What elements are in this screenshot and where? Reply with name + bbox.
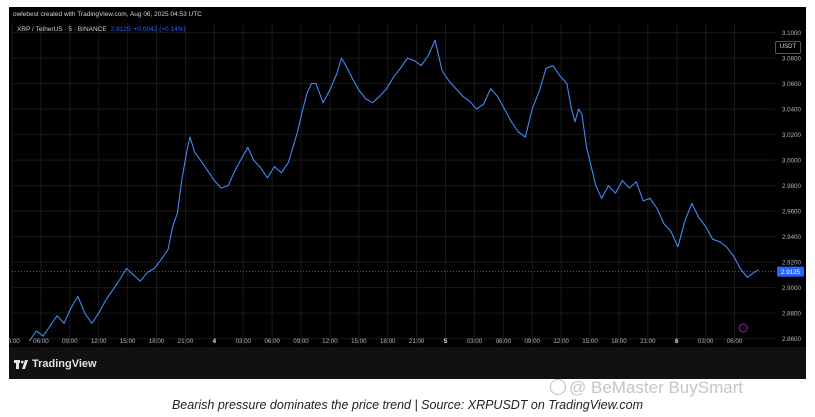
y-tick-label: 2.9800 <box>782 183 801 190</box>
chart-frame: owlebest created with TradingView.com, A… <box>9 7 806 379</box>
price-series-line <box>28 39 760 342</box>
price-chart[interactable]: 3.1000 3.0800 3.0600 3.0400 3.0200 3.0000 2.98… <box>9 23 806 347</box>
x-tick-label: 21:00 <box>178 338 194 345</box>
x-tick-label: 12:00 <box>322 338 338 345</box>
y-tick-label: 3.0600 <box>782 81 801 88</box>
x-tick-label: 21:00 <box>409 338 425 345</box>
price-change: +0.0042 (+0.14%) <box>133 26 186 33</box>
y-tick-label: 3.0800 <box>782 56 801 63</box>
y-tick-label: 2.9600 <box>782 209 801 216</box>
symbol-legend[interactable]: XRP / TetherUS · 5 · BINANCE 2.9125 +0.004… <box>17 26 186 33</box>
x-tick-label: 4 <box>213 338 217 345</box>
x-tick-label: 09:00 <box>62 338 78 345</box>
figure-caption: Bearish pressure dominates the price tre… <box>171 398 644 412</box>
current-price-label: 2.9125 <box>781 269 800 276</box>
footer-bar: TradingView <box>9 347 806 379</box>
tradingview-brand[interactable]: TradingView <box>14 358 97 370</box>
last-value: 2.9125 <box>110 26 131 33</box>
x-tick-label: 18:00 <box>380 338 396 345</box>
y-tick-label: 2.8600 <box>782 336 801 343</box>
x-tick-label: 03:00 <box>235 338 251 345</box>
x-tick-label: 12:00 <box>553 338 569 345</box>
currency-unit-button[interactable]: USDT <box>775 41 801 54</box>
x-tick-label: 06:00 <box>264 338 280 345</box>
watermark-text: @ BeMaster BuySmart <box>569 378 744 397</box>
current-price-tag <box>777 266 804 277</box>
watermark: @ BeMaster BuySmart <box>550 378 743 398</box>
x-tick-label: 03:00 <box>9 338 20 345</box>
x-tick-label: 21:00 <box>640 338 656 345</box>
x-tick-label: 15:00 <box>351 338 367 345</box>
y-tick-label: 2.9400 <box>782 234 801 241</box>
x-tick-label: 18:00 <box>149 338 165 345</box>
x-tick-label: 12:00 <box>91 338 107 345</box>
x-tick-label: 6 <box>675 338 679 345</box>
tradingview-logo-icon <box>14 359 28 369</box>
y-tick-label: 2.8800 <box>782 311 801 318</box>
watermark-icon <box>550 379 566 395</box>
x-tick-label: 5 <box>444 338 448 345</box>
x-tick-label: 03:00 <box>467 338 483 345</box>
y-tick-label: 3.0200 <box>782 132 801 139</box>
author-timestamp: owlebest created with TradingView.com, A… <box>13 11 202 18</box>
y-tick-label: 3.0000 <box>782 158 801 165</box>
y-tick-label: 2.9200 <box>782 260 801 267</box>
brand-name: TradingView <box>32 358 97 370</box>
y-tick-label: 2.9000 <box>782 285 801 292</box>
event-marker-icon <box>738 323 748 333</box>
symbol-name: XRP / TetherUS · 5 · BINANCE <box>17 26 107 33</box>
y-tick-label: 3.1000 <box>782 30 801 37</box>
x-tick-label: 06:00 <box>727 338 743 345</box>
y-tick-label: 3.0400 <box>782 107 801 114</box>
x-tick-label: 09:00 <box>524 338 540 345</box>
x-tick-label: 15:00 <box>120 338 136 345</box>
x-tick-label: 15:00 <box>582 338 598 345</box>
x-tick-label: 09:00 <box>293 338 309 345</box>
x-tick-label: 03:00 <box>698 338 714 345</box>
plot-area[interactable]: 3.1000 3.0800 3.0600 3.0400 3.0200 3.0000 2.98… <box>9 23 806 347</box>
x-tick-label: 18:00 <box>611 338 627 345</box>
x-tick-label: 06:00 <box>33 338 49 345</box>
x-tick-label: 06:00 <box>496 338 512 345</box>
